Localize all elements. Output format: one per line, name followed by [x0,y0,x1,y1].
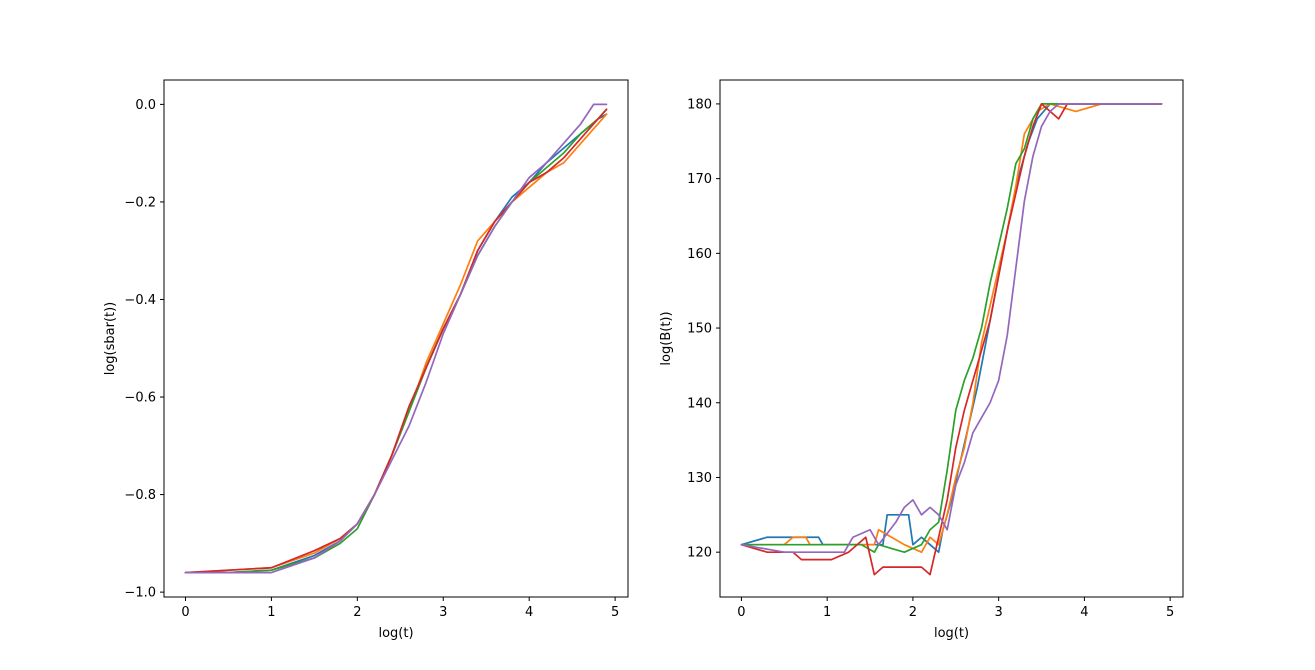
y-tick-label: −0.2 [124,195,156,210]
x-tick-label: 0 [737,605,745,620]
y-tick-label: 0.0 [135,98,156,113]
x-tick-label: 1 [823,605,831,620]
y-tick-label: 180 [687,97,712,112]
y-tick-label: −0.8 [124,488,156,503]
plot-frame [719,79,1184,598]
y-tick-label: 140 [687,396,712,411]
series-line-3 [184,108,608,574]
x-tick-label: 1 [267,605,275,620]
y-tick-label: −0.6 [124,391,156,406]
y-axis-label: log(sbar(t)) [103,302,118,376]
y-tick-label: 170 [687,172,712,187]
x-tick-label: 5 [611,605,619,620]
plot-frame [163,79,629,598]
y-tick-label: 160 [687,247,712,262]
series-line-4 [740,103,1163,554]
right-panel: 0 1 2 3 4 5 120 130 140 150 160 170 180 log(t) log(B(t… [659,79,1184,641]
x-tick-label: 2 [353,605,361,620]
x-tick-label: 3 [439,605,447,620]
y-tick-label: −1.0 [124,586,156,601]
x-tick-label: 5 [1166,605,1174,620]
y-tick-label: 130 [687,471,712,486]
series-line-4 [184,103,608,574]
x-axis-label: log(t) [378,626,413,641]
y-tick-label: 120 [687,546,712,561]
y-tick-label: 150 [687,322,712,337]
x-tick-label: 0 [181,605,189,620]
x-tick-label: 2 [909,605,917,620]
series-line-2 [740,103,1163,554]
x-tick-label: 3 [995,605,1003,620]
y-axis-label: log(B(t)) [659,311,674,365]
x-axis-label: log(t) [934,626,969,641]
x-tick-label: 4 [1080,605,1088,620]
y-tick-label: −0.4 [124,293,156,308]
left-panel: 0 1 2 3 4 5 −1.0 −0.8 −0.6 −0.4 −0.2 0.0 log(t) log(s… [103,79,629,641]
x-tick-label: 4 [525,605,533,620]
series-line-1 [184,113,608,574]
series-line-3 [740,103,1163,576]
